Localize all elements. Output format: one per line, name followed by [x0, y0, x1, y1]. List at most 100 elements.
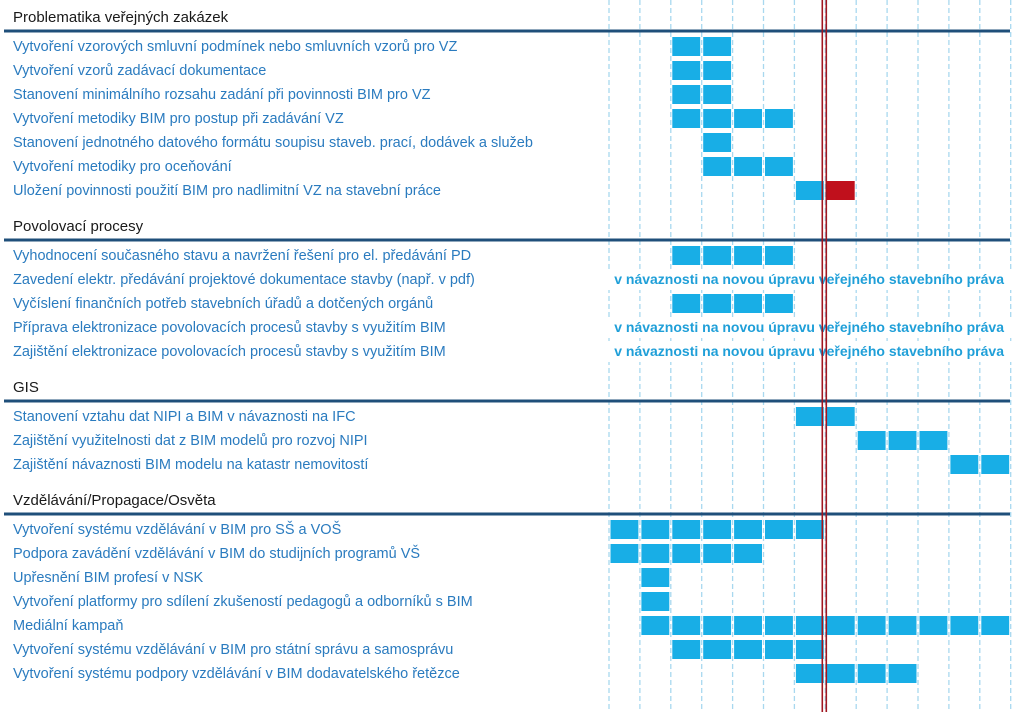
task-label: Upřesnění BIM profesí v NSK	[13, 570, 204, 586]
task-bar	[826, 664, 855, 683]
task-bar	[641, 592, 670, 611]
task-bar	[795, 616, 824, 635]
task-bar	[950, 455, 979, 474]
task-bars: v návaznosti na novou úpravu veřejného s…	[576, 37, 1012, 683]
task-bar	[795, 407, 824, 426]
task-label: Mediální kampaň	[13, 618, 123, 634]
section-2: GIS Stanovení vztahu dat NIPI a BIM v náv…	[0, 376, 1010, 473]
task-bar	[765, 616, 793, 635]
task-bar	[703, 246, 732, 265]
task-bar	[795, 520, 824, 539]
note-background	[576, 317, 1012, 338]
task-bar	[641, 616, 670, 635]
task-label: Vyčíslení finančních potřeb stavebních ú…	[13, 296, 433, 312]
task-bar	[734, 616, 762, 635]
task-bar	[610, 544, 639, 563]
task-bar	[703, 520, 732, 539]
task-bar	[672, 85, 701, 104]
task-bar	[641, 568, 670, 587]
task-bar	[734, 640, 762, 659]
section-3: Vzdělávání/Propagace/Osvěta Vytvoření sys…	[0, 489, 1010, 682]
task-bar	[888, 616, 917, 635]
task-bar	[734, 246, 762, 265]
note-background	[576, 269, 1012, 290]
task-label: Zajištění návaznosti BIM modelu na katas…	[13, 457, 368, 473]
task-bar	[703, 544, 732, 563]
task-bar	[703, 85, 732, 104]
task-label: Příprava elektronizace povolovacích proc…	[13, 320, 446, 336]
task-bar	[826, 616, 855, 635]
task-label: Podpora zavádění vzdělávání v BIM do stu…	[13, 545, 420, 562]
task-note: v návaznosti na novou úpravu veřejného s…	[614, 343, 1004, 359]
task-bar	[888, 664, 917, 683]
task-bar	[672, 520, 701, 539]
task-label: Zajištění elektronizace povolovacích pro…	[13, 344, 446, 360]
section-title: Povolovací procesy	[13, 218, 144, 235]
task-bar	[610, 520, 639, 539]
task-bar	[641, 544, 670, 563]
section-title: GIS	[13, 379, 39, 396]
section-0: Problematika veřejných zakázek Vytvoření …	[0, 6, 1010, 199]
task-bar	[795, 181, 824, 200]
task-bar	[672, 61, 701, 80]
task-bar	[857, 431, 886, 450]
task-bar	[703, 37, 732, 56]
task-label: Vytvoření vzorů zadávací dokumentace	[13, 63, 266, 79]
task-bar	[795, 664, 824, 683]
task-bar	[703, 133, 732, 152]
task-bar	[734, 294, 762, 313]
task-bar	[672, 616, 701, 635]
task-label: Stanovení jednotného datového formátu so…	[13, 135, 533, 151]
task-bar	[703, 109, 732, 128]
task-bar	[672, 640, 701, 659]
task-label: Zajištění využitelnosti dat z BIM modelů…	[13, 433, 368, 449]
sections: Problematika veřejných zakázek Vytvoření …	[0, 6, 1010, 682]
current-date-marker	[821, 0, 828, 712]
task-label: Vytvoření platformy pro sdílení zkušenos…	[13, 594, 473, 610]
section-title: Vzdělávání/Propagace/Osvěta	[13, 492, 216, 509]
task-note: v návaznosti na novou úpravu veřejného s…	[614, 319, 1004, 335]
task-label: Stanovení minimálního rozsahu zadání při…	[13, 87, 431, 103]
section-1: Povolovací procesy Vyhodnocení současného…	[0, 215, 1010, 360]
task-bar	[641, 520, 670, 539]
task-bar	[765, 640, 793, 659]
task-bar	[857, 616, 886, 635]
task-label: Vytvoření systému podpory vzdělávání v B…	[13, 666, 460, 682]
task-bar	[826, 407, 855, 426]
task-bar	[765, 520, 793, 539]
task-bar	[734, 544, 762, 563]
task-note: v návaznosti na novou úpravu veřejného s…	[614, 271, 1004, 287]
task-bar	[919, 616, 948, 635]
task-bar	[765, 246, 793, 265]
task-label: Vytvoření metodiky BIM pro postup při za…	[13, 111, 344, 127]
task-label: Uložení povinnosti použití BIM pro nadli…	[13, 183, 441, 199]
task-bar	[672, 37, 701, 56]
task-label: Vytvoření vzorových smluvní podmínek neb…	[13, 39, 457, 55]
task-label: Vytvoření systému vzdělávání v BIM pro s…	[13, 642, 453, 658]
task-bar	[703, 61, 732, 80]
task-bar	[734, 520, 762, 539]
task-bar	[703, 294, 732, 313]
task-bar	[888, 431, 917, 450]
task-bar	[672, 294, 701, 313]
task-bar	[765, 294, 793, 313]
task-bar	[950, 616, 979, 635]
task-bar	[734, 157, 762, 176]
task-bar	[919, 431, 948, 450]
task-label: Stanovení vztahu dat NIPI a BIM v návazn…	[13, 409, 356, 425]
task-label: Vytvoření metodiky pro oceňování	[13, 159, 232, 175]
task-bar	[981, 455, 1010, 474]
task-bar	[795, 640, 824, 659]
task-bar	[765, 157, 793, 176]
task-label: Zavedení elektr. předávání projektové do…	[13, 272, 475, 288]
task-bar	[703, 640, 732, 659]
task-bar-highlight	[826, 181, 855, 200]
task-bar	[672, 109, 701, 128]
task-bar	[981, 616, 1010, 635]
note-background	[576, 341, 1012, 362]
task-label: Vyhodnocení současného stavu a navržení …	[13, 248, 471, 264]
task-bar	[672, 544, 701, 563]
task-bar	[857, 664, 886, 683]
task-bar	[703, 616, 732, 635]
